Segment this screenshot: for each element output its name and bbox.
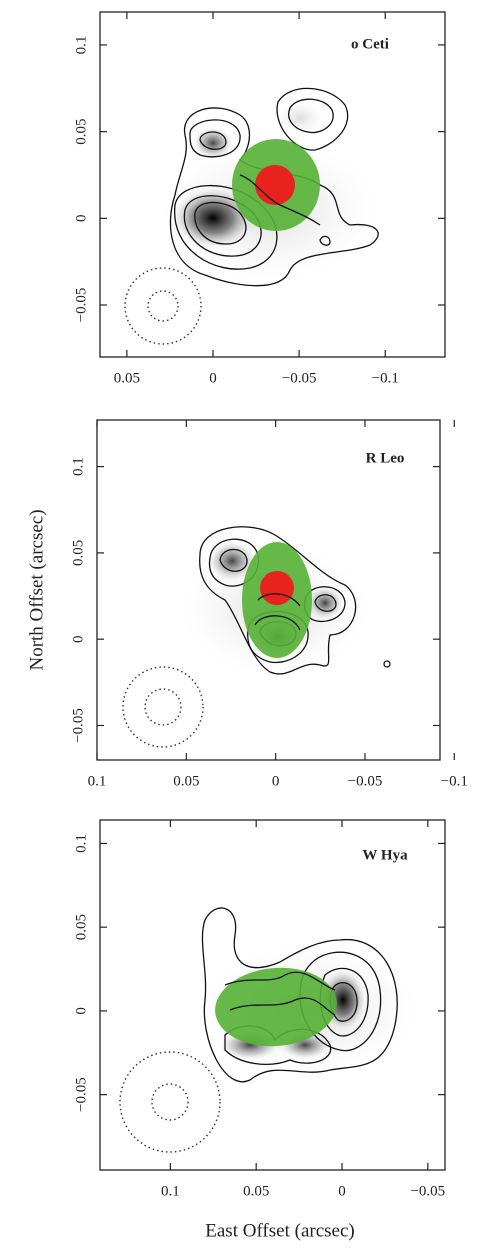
x-tick-label: 0.05 xyxy=(243,1183,269,1199)
panel-title: R Leo xyxy=(366,450,405,466)
x-tick-label: −0.05 xyxy=(410,1183,445,1199)
x-tick-label: 0.05 xyxy=(173,773,199,789)
panel-1-image xyxy=(125,88,380,344)
y-tick-label: −0.05 xyxy=(73,1077,89,1112)
y-tick-label: 0.05 xyxy=(73,118,89,144)
x-tick-label: −0.05 xyxy=(282,370,317,386)
y-tick-label: 0.1 xyxy=(73,36,89,55)
x-axis-label: East Offset (arcsec) xyxy=(205,1220,354,1241)
panel-2-image xyxy=(123,527,390,747)
y-tick-label: 0.05 xyxy=(70,540,86,566)
y-tick-label: 0.05 xyxy=(73,914,89,940)
y-tick-label: −0.05 xyxy=(70,708,86,743)
x-tick-label: −0.1 xyxy=(441,773,468,789)
x-tick-label: 0 xyxy=(338,1183,346,1199)
x-tick-label: 0 xyxy=(209,370,217,386)
y-tick-label: 0.1 xyxy=(70,457,86,476)
y-tick-label: 0 xyxy=(73,1007,89,1015)
y-tick-label: −0.05 xyxy=(73,288,89,323)
figure: 0.05 0 −0.05 −0.1 −0.05 0 0.05 0.1 o Ceti 0.1 0.05… xyxy=(0,0,483,1255)
x-tick-label: −0.1 xyxy=(372,370,399,386)
x-tick-label: 0.1 xyxy=(161,1183,180,1199)
y-tick-label: 0 xyxy=(70,635,86,643)
x-tick-label: 0.05 xyxy=(114,370,140,386)
x-tick-label: −0.05 xyxy=(348,773,383,789)
y-tick-label: 0 xyxy=(73,215,89,223)
y-axis-label: North Offset (arcsec) xyxy=(26,509,47,670)
panel-title: W Hya xyxy=(362,847,408,863)
x-tick-label: 0.1 xyxy=(88,773,107,789)
y-tick-label: 0.1 xyxy=(73,834,89,853)
panel-title: o Ceti xyxy=(351,36,389,52)
panel-3-image xyxy=(120,908,420,1152)
x-tick-label: 0 xyxy=(272,773,280,789)
